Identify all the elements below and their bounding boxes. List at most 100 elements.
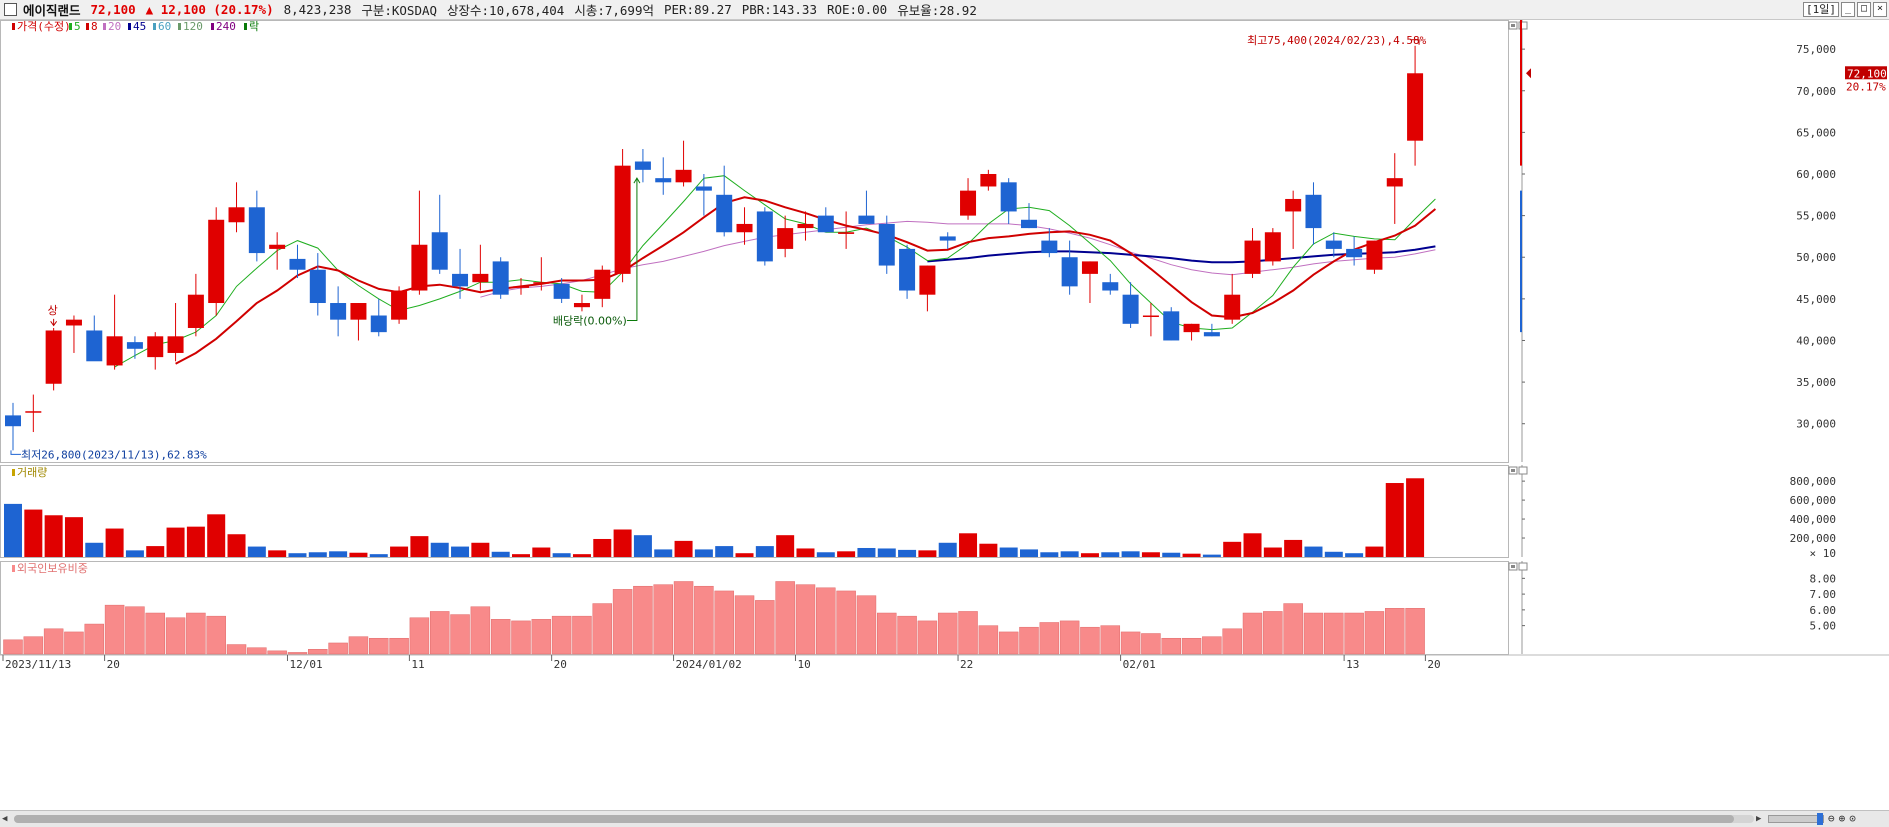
chart-frame [0, 20, 1889, 656]
volume-bar [471, 542, 490, 557]
price-tick-label: 60,000 [1796, 168, 1836, 181]
current-price: 72,100 [90, 2, 136, 17]
foreign-bar [64, 631, 84, 655]
period-selector[interactable]: [1일] [1803, 2, 1839, 17]
foreign-bar [551, 615, 572, 655]
volume-bar [512, 554, 530, 557]
legend-label: 락 [249, 20, 259, 33]
foreign-bar [795, 584, 816, 655]
candle-body [960, 190, 977, 216]
date-label: 2023/11/13 [5, 658, 71, 671]
volume-tick-label: 200,000 [1790, 532, 1836, 545]
volume-bar [1141, 552, 1160, 557]
date-label: 02/01 [1123, 658, 1156, 671]
scroll-thumb[interactable] [14, 815, 1734, 823]
candle-body [858, 215, 875, 224]
zoom-controls: ⊖ ⊕ ⊙ [1768, 812, 1856, 825]
volume-bar [390, 546, 409, 557]
foreign-bar [1324, 612, 1344, 655]
candle-body [492, 261, 509, 295]
legend-label: 45 [133, 20, 146, 33]
dividend-label: 배당락(0.00%) [553, 314, 627, 327]
scroll-right-icon[interactable]: ▶ [1756, 814, 1762, 824]
volume-bar [572, 554, 591, 557]
panel-close-icon [1518, 466, 1528, 475]
legend-label: 60 [158, 20, 171, 33]
foreign-bar [490, 619, 511, 655]
volume-bar [308, 552, 327, 557]
foreign-bar [125, 606, 145, 655]
candle-body [1407, 73, 1424, 141]
legend-swatch [12, 23, 15, 30]
volume-bar [44, 515, 63, 557]
foreign-bar [1283, 603, 1303, 655]
chart-select-checkbox[interactable] [4, 3, 17, 16]
foreign-bar [937, 612, 958, 655]
candle-body [411, 244, 428, 291]
candle-body [1244, 240, 1261, 274]
candle-body [208, 219, 225, 304]
foreign-bar [653, 584, 673, 655]
candle-body [1325, 240, 1342, 249]
volume-bar [24, 509, 43, 557]
scroll-left-icon[interactable]: ◀ [2, 814, 8, 824]
price-change: ▲ 12,100 (20.17%) [145, 2, 274, 17]
candle-body [980, 173, 997, 187]
candle-body [126, 342, 143, 349]
foreign-bar [775, 581, 795, 655]
candle-body [248, 207, 265, 254]
volume-bar [1101, 552, 1120, 557]
candle-body [228, 207, 245, 223]
close-icon[interactable]: × [1873, 2, 1887, 17]
foreign-bar [226, 644, 247, 655]
legend-swatch [103, 23, 106, 30]
volume-bar [1345, 553, 1364, 557]
volume-bar [654, 549, 673, 557]
zoom-in-icon[interactable]: ⊕ [1838, 812, 1846, 825]
foreign-legend-swatch [12, 565, 15, 572]
candle-body [269, 244, 286, 249]
panel-restore-glyph [1511, 24, 1515, 27]
maximize-icon[interactable]: □ [1857, 2, 1871, 17]
chart-scrollbar[interactable]: ◀ ▶ ⊖ ⊕ ⊙ [0, 810, 1889, 827]
foreign-bar [1263, 611, 1283, 655]
low-price-label: 최저26,800(2023/11/13),62.83% [21, 448, 207, 461]
foreign-bar [734, 595, 755, 655]
candle-body [1366, 240, 1383, 270]
candle-body [817, 215, 834, 233]
foreign-bar [104, 604, 125, 655]
foreign-bar [1161, 637, 1181, 655]
foreign-bar [694, 585, 714, 655]
zoom-slider-handle[interactable] [1817, 812, 1823, 825]
per-value: PER:89.27 [663, 2, 732, 17]
candle-body [106, 336, 123, 366]
foreign-bar [1100, 625, 1121, 655]
legend-label: 240 [216, 20, 236, 33]
price-tick-label: 35,000 [1796, 376, 1836, 389]
foreign-bar [145, 612, 165, 655]
foreign-bar [1303, 612, 1324, 655]
candle-body [513, 286, 529, 288]
foreign-bar [389, 637, 409, 655]
volume-bar [1324, 551, 1343, 557]
panel-restore-glyph [1511, 565, 1515, 568]
volume-bar [369, 554, 388, 557]
foreign-bar [998, 631, 1019, 655]
candle-body [634, 161, 651, 170]
volume-bar [898, 549, 917, 557]
window-controls: [1일] _ □ × [1803, 2, 1887, 17]
candle-body [1142, 315, 1159, 317]
foreign-bar [206, 615, 226, 655]
zoom-out-icon[interactable]: ⊖ [1828, 812, 1835, 825]
minimize-icon[interactable]: _ [1841, 2, 1855, 17]
panel-restore-glyph [1511, 469, 1515, 472]
volume-bar [268, 550, 287, 557]
upper-limit-label: 상 [48, 304, 58, 317]
candle-body [370, 315, 387, 333]
zoom-slider[interactable] [1768, 812, 1824, 825]
panel-frame [0, 20, 1509, 463]
date-label: 13 [1346, 658, 1359, 671]
volume-tick-label: × 10 [1810, 547, 1837, 560]
zoom-reset-icon[interactable]: ⊙ [1849, 812, 1856, 825]
